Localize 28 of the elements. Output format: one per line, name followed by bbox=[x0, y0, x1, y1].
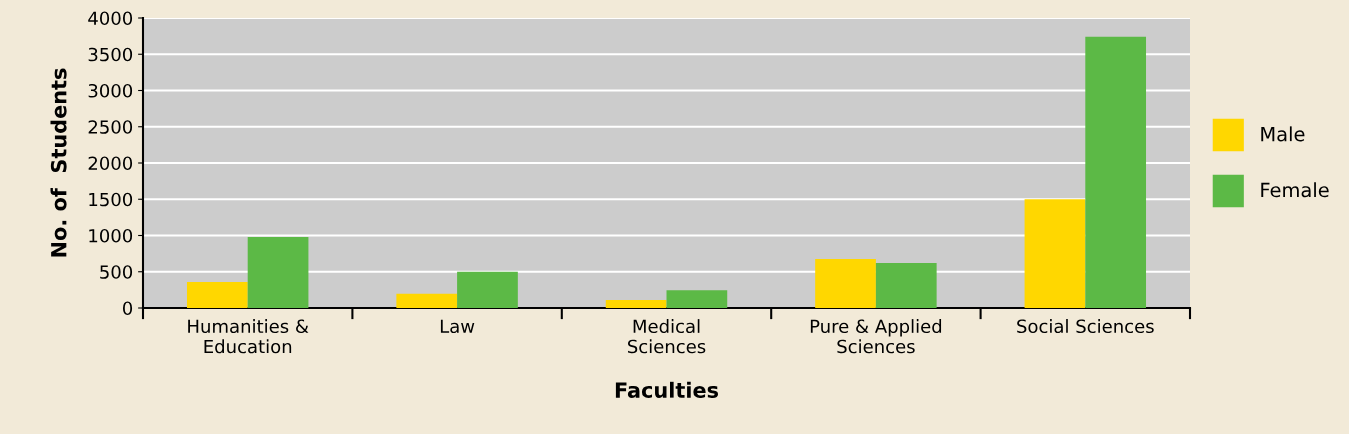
bar bbox=[1024, 199, 1086, 308]
bar bbox=[247, 236, 309, 308]
y-tick-label: 4000 bbox=[88, 11, 133, 26]
x-tick-label: Medical Sciences bbox=[627, 319, 706, 354]
y-tick-label: 2500 bbox=[88, 120, 133, 134]
bar bbox=[396, 293, 458, 308]
y-axis-title: No. of Students bbox=[50, 68, 67, 257]
bar bbox=[457, 271, 518, 308]
bar bbox=[666, 290, 728, 308]
bar bbox=[186, 281, 248, 308]
y-tick-label: 0 bbox=[122, 301, 133, 316]
legend-label: Male bbox=[1261, 126, 1305, 142]
bar bbox=[815, 259, 876, 308]
y-tick-label: 500 bbox=[100, 265, 133, 279]
y-tick-label: 1500 bbox=[89, 192, 133, 207]
x-tick-label: Social Sciences bbox=[1017, 319, 1154, 334]
y-tick-label: 3500 bbox=[88, 47, 133, 62]
x-axis-title: Faculties bbox=[615, 381, 719, 398]
x-tick-label: Law bbox=[440, 319, 475, 334]
bar bbox=[605, 300, 667, 308]
y-tick-label: 1000 bbox=[89, 228, 133, 243]
y-tick-label: 3000 bbox=[88, 83, 133, 98]
x-tick-label: Pure & Applied Sciences bbox=[810, 319, 942, 354]
bar bbox=[1085, 36, 1147, 308]
legend-label: Female bbox=[1261, 182, 1329, 198]
x-tick-label: Humanities & Education bbox=[188, 319, 309, 354]
y-tick-label: 2000 bbox=[88, 156, 133, 171]
bar bbox=[875, 263, 937, 308]
